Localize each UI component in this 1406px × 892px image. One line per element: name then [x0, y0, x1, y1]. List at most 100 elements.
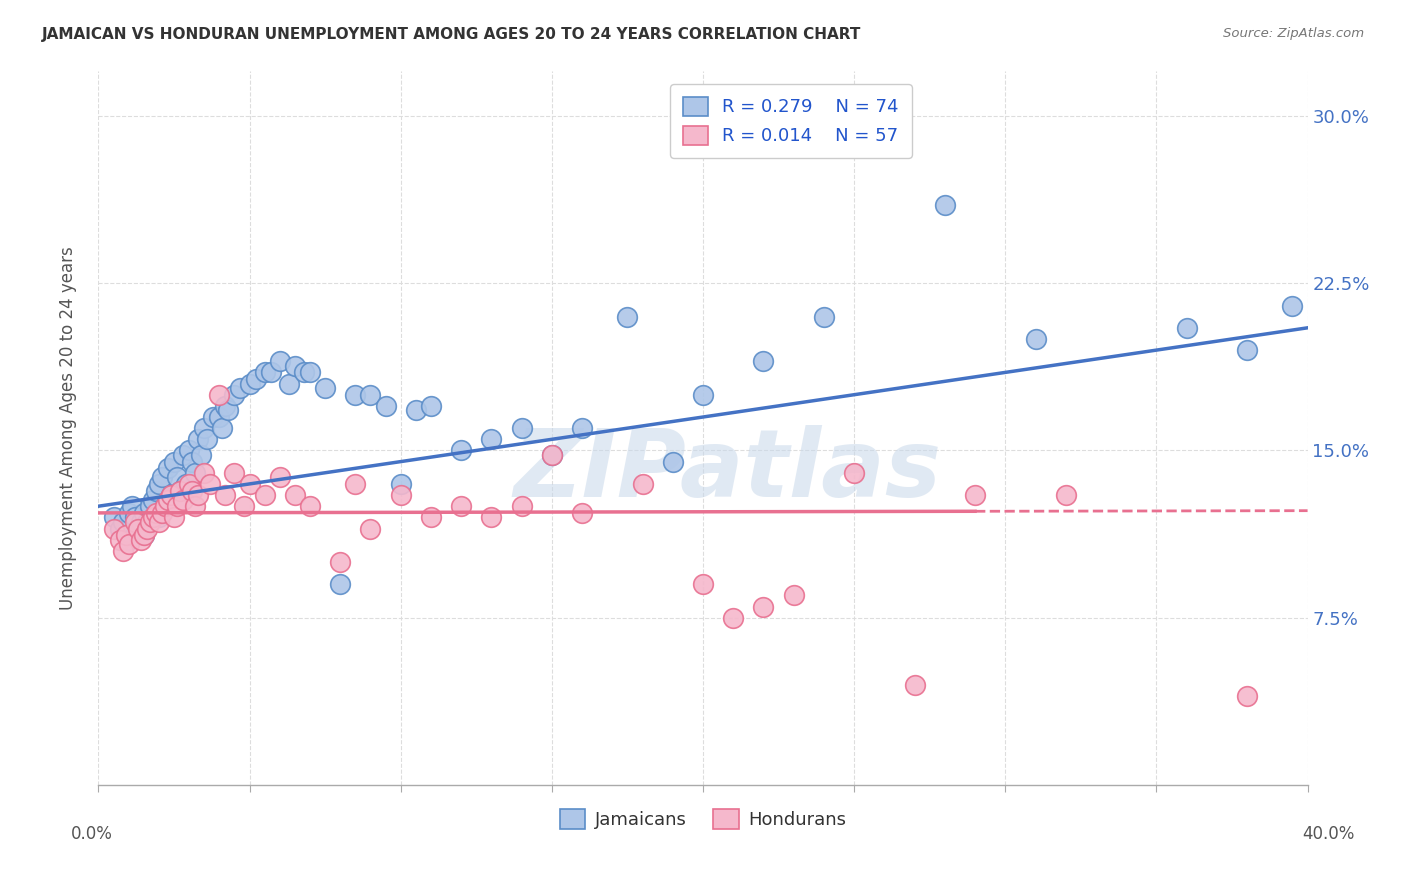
Point: [389, 476, 412, 491]
Point: [232, 500, 254, 514]
Point: [172, 492, 194, 507]
Point: [481, 510, 503, 524]
Point: [450, 500, 472, 514]
Point: [195, 433, 218, 447]
Point: [150, 470, 173, 484]
Point: [229, 381, 252, 395]
Point: [145, 506, 167, 520]
Point: [1236, 689, 1258, 703]
Point: [127, 521, 149, 535]
Point: [124, 510, 146, 524]
Point: [692, 577, 714, 591]
Point: [374, 399, 396, 413]
Point: [284, 359, 307, 373]
Point: [965, 488, 987, 502]
Point: [389, 488, 412, 502]
Point: [129, 533, 152, 547]
Point: [873, 131, 896, 145]
Point: [202, 410, 225, 425]
Point: [692, 387, 714, 401]
Point: [187, 433, 209, 447]
Point: [179, 443, 201, 458]
Text: Source: ZipAtlas.com: Source: ZipAtlas.com: [1223, 27, 1364, 40]
Point: [540, 448, 562, 462]
Point: [111, 515, 134, 529]
Point: [292, 366, 315, 380]
Point: [253, 366, 276, 380]
Point: [129, 515, 152, 529]
Text: JAMAICAN VS HONDURAN UNEMPLOYMENT AMONG AGES 20 TO 24 YEARS CORRELATION CHART: JAMAICAN VS HONDURAN UNEMPLOYMENT AMONG …: [42, 27, 862, 42]
Point: [174, 476, 197, 491]
Point: [934, 198, 956, 212]
Point: [103, 521, 125, 535]
Point: [224, 387, 246, 401]
Point: [314, 381, 336, 395]
Point: [631, 476, 654, 491]
Point: [121, 500, 143, 514]
Point: [571, 506, 593, 520]
Point: [124, 515, 146, 529]
Point: [142, 510, 165, 524]
Point: [481, 433, 503, 447]
Point: [405, 403, 427, 417]
Point: [783, 589, 806, 603]
Point: [752, 599, 775, 614]
Point: [132, 506, 155, 520]
Point: [184, 466, 207, 480]
Point: [166, 500, 188, 514]
Point: [153, 500, 176, 514]
Point: [1024, 332, 1046, 346]
Point: [329, 577, 352, 591]
Point: [142, 492, 165, 507]
Point: [239, 376, 262, 391]
Point: [153, 500, 176, 514]
Point: [260, 366, 283, 380]
Point: [135, 521, 157, 535]
Point: [752, 354, 775, 368]
Point: [156, 461, 179, 475]
Point: [148, 510, 170, 524]
Point: [172, 448, 194, 462]
Point: [211, 421, 233, 435]
Point: [510, 421, 533, 435]
Point: [269, 470, 291, 484]
Point: [1281, 298, 1303, 313]
Point: [360, 387, 382, 401]
Point: [813, 310, 835, 324]
Point: [208, 410, 231, 425]
Point: [1175, 321, 1198, 335]
Point: [245, 372, 267, 386]
Point: [1054, 488, 1077, 502]
Point: [214, 488, 236, 502]
Point: [181, 455, 204, 469]
Point: [169, 483, 191, 498]
Point: [450, 443, 472, 458]
Point: [184, 500, 207, 514]
Point: [118, 533, 141, 547]
Point: [239, 476, 262, 491]
Point: [344, 476, 367, 491]
Point: [148, 515, 170, 529]
Point: [148, 476, 170, 491]
Point: [139, 500, 162, 514]
Point: [299, 500, 322, 514]
Point: [661, 455, 683, 469]
Point: [269, 354, 291, 368]
Point: [111, 544, 134, 558]
Point: [217, 403, 239, 417]
Point: [360, 521, 382, 535]
Point: [1236, 343, 1258, 358]
Point: [108, 533, 131, 547]
Point: [844, 466, 866, 480]
Point: [200, 476, 222, 491]
Point: [103, 510, 125, 524]
Point: [510, 500, 533, 514]
Point: [277, 376, 299, 391]
Point: [169, 483, 191, 498]
Point: [224, 466, 246, 480]
Point: [193, 421, 215, 435]
Point: [150, 506, 173, 520]
Point: [420, 510, 443, 524]
Text: ZIPatlas: ZIPatlas: [513, 425, 941, 517]
Point: [160, 488, 183, 502]
